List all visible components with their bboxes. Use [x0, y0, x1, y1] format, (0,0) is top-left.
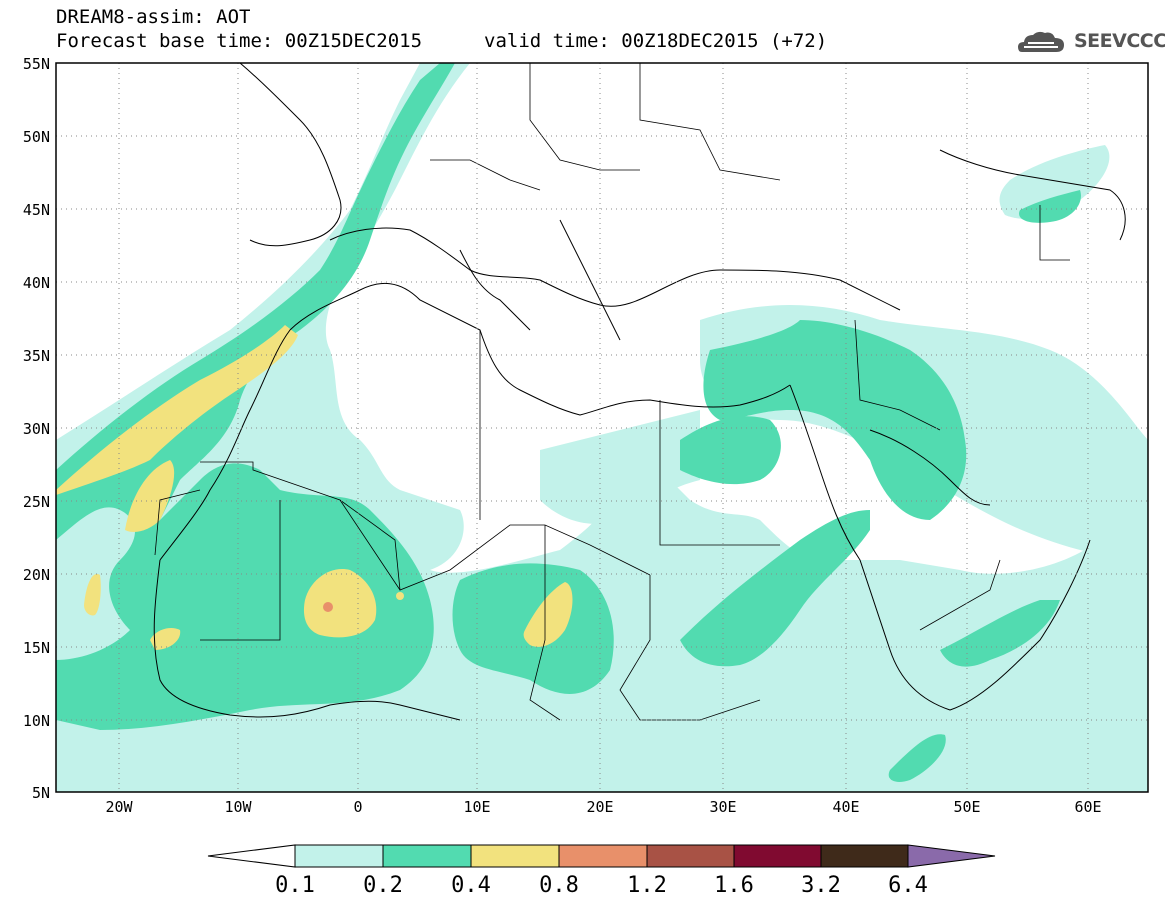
lat-label: 25N — [23, 493, 50, 511]
colorbar-bin — [382, 844, 472, 868]
colorbar-label: 6.4 — [888, 873, 928, 898]
lon-label: 20E — [586, 798, 613, 816]
lat-label: 5N — [32, 784, 50, 802]
lat-label: 45N — [23, 201, 50, 219]
lat-label: 40N — [23, 274, 50, 292]
colorbar-bin — [470, 844, 560, 868]
country-borders — [154, 63, 1070, 721]
colorbar-bin — [558, 844, 648, 868]
lon-label: 20W — [105, 798, 133, 816]
colorbar-label: 1.6 — [714, 873, 754, 898]
lon-label: 10W — [224, 798, 252, 816]
map-grid — [56, 63, 1148, 792]
lon-label: 40E — [832, 798, 859, 816]
colorbar — [207, 844, 996, 868]
colorbar-bin — [820, 844, 909, 868]
coastlines — [153, 63, 1126, 721]
lat-label: 50N — [23, 128, 50, 146]
colorbar-bin — [733, 844, 822, 868]
lon-label: 0 — [353, 798, 362, 816]
aot-level-4 — [323, 602, 333, 612]
valid-time: valid time: 00Z18DEC2015 (+72) — [484, 30, 828, 52]
colorbar-label: 0.2 — [363, 873, 403, 898]
colorbar-label: 1.2 — [627, 873, 667, 898]
colorbar-labels: 0.1 0.2 0.4 0.8 1.2 1.6 3.2 6.4 — [275, 873, 928, 898]
aot-level-3 — [56, 325, 573, 650]
lon-label: 50E — [953, 798, 980, 816]
colorbar-label: 0.8 — [539, 873, 579, 898]
colorbar-label: 3.2 — [801, 873, 841, 898]
forecast-base-time: Forecast base time: 00Z15DEC2015 — [56, 30, 423, 52]
lon-label: 60E — [1074, 798, 1101, 816]
lon-label: 30E — [709, 798, 736, 816]
cloud-icon — [1018, 31, 1064, 52]
colorbar-bin — [294, 844, 384, 868]
lat-label: 55N — [23, 55, 50, 73]
colorbar-label: 0.1 — [275, 873, 315, 898]
map-frame — [55, 62, 1149, 793]
lat-label: 10N — [23, 712, 50, 730]
aot-shading — [56, 63, 1148, 792]
lat-label: 20N — [23, 566, 50, 584]
logo-text: SEEVCCC — [1074, 30, 1165, 52]
lat-label: 35N — [23, 347, 50, 365]
aot-level-2 — [56, 63, 1081, 782]
map-title: DREAM8-assim: AOT — [56, 6, 251, 28]
lon-label: 10E — [463, 798, 490, 816]
colorbar-over-arrow — [907, 844, 996, 868]
colorbar-label: 0.4 — [451, 873, 491, 898]
longitude-labels: 20W 10W 0 10E 20E 30E 40E 50E 60E — [105, 798, 1101, 816]
colorbar-bin — [646, 844, 735, 868]
colorbar-under-arrow — [207, 844, 296, 868]
latitude-labels: 55N 50N 45N 40N 35N 30N 25N 20N 15N 10N … — [23, 55, 50, 802]
lat-label: 15N — [23, 639, 50, 657]
lat-label: 30N — [23, 420, 50, 438]
